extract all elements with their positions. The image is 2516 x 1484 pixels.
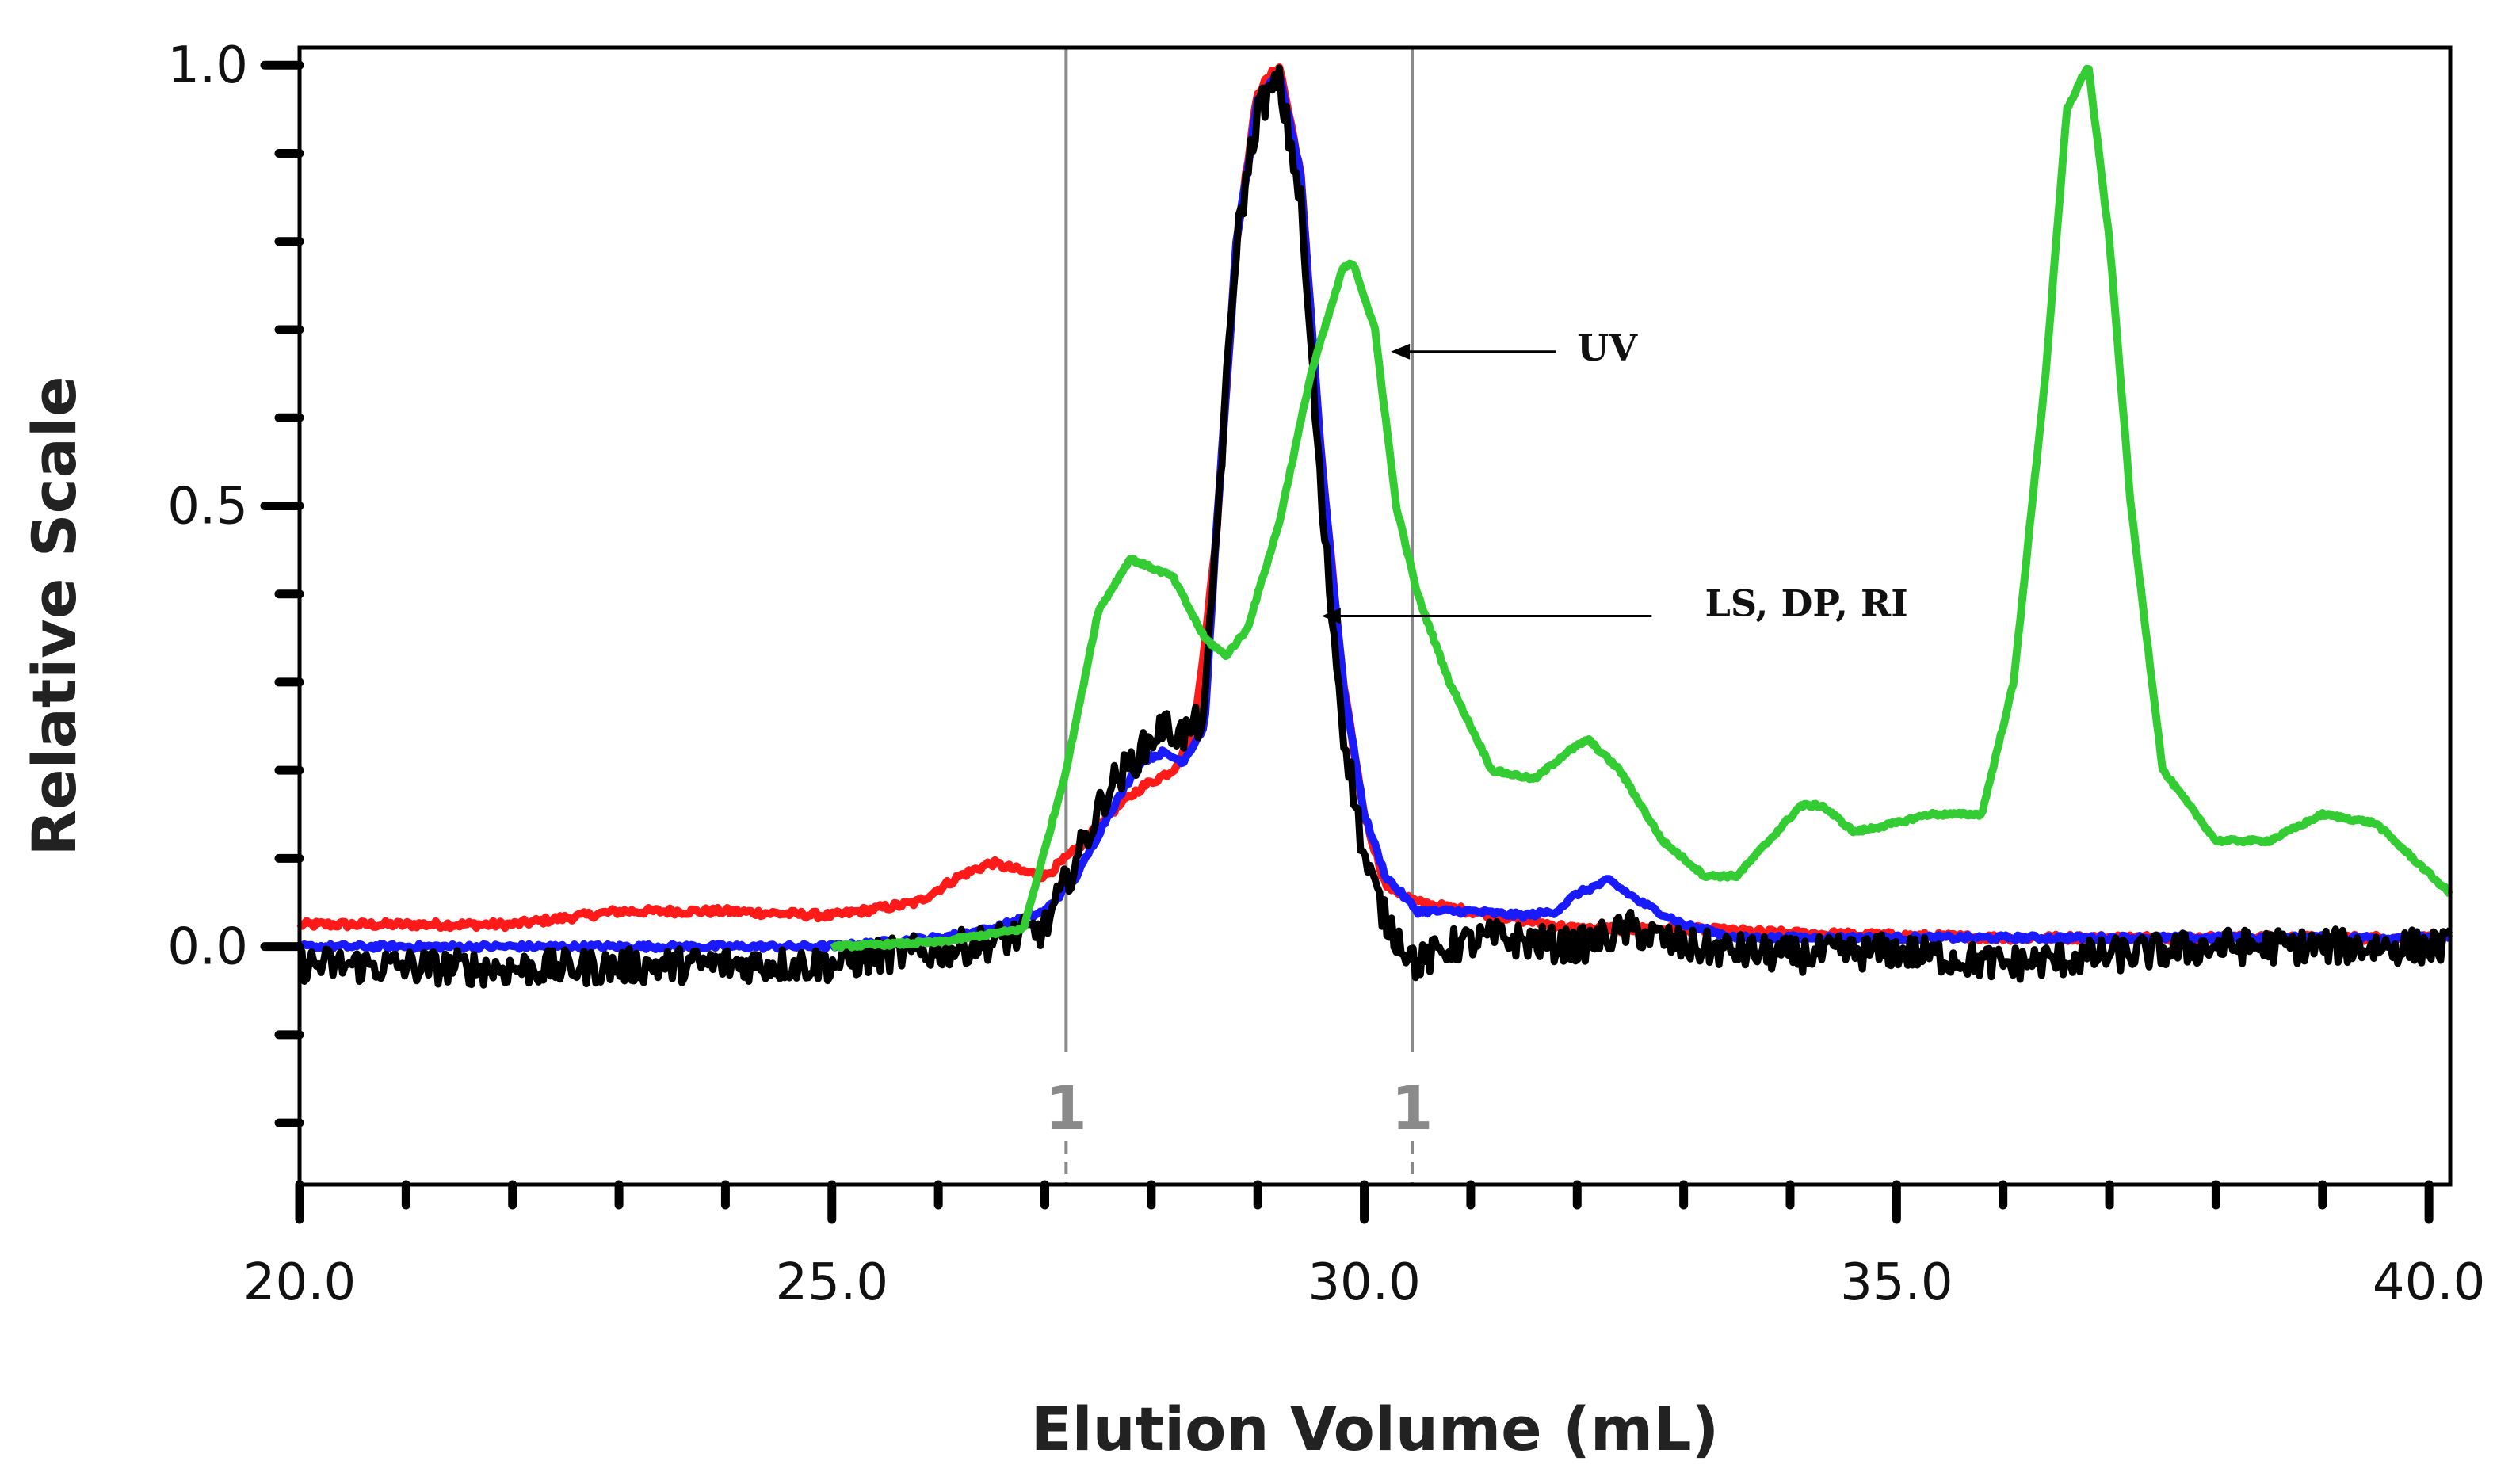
x-axis-title: Elution Volume (mL) <box>1031 1394 1720 1464</box>
series-line-uv <box>830 64 2454 952</box>
annotation-arrow-head <box>1391 343 1411 360</box>
annotation-label: LS, DP, RI <box>1705 582 1908 625</box>
marker-label: 1 <box>1392 1073 1434 1143</box>
x-tick-label: 25.0 <box>776 1253 889 1312</box>
x-tick-label: 30.0 <box>1308 1253 1421 1312</box>
annotation-layer: UV LS, DP, RI <box>1321 326 1908 625</box>
annotation-arrow-head <box>1321 608 1341 624</box>
y-axis: 0.0 0.5 1.0 <box>167 36 304 1127</box>
series-line-dp <box>296 64 2453 989</box>
series-layer <box>296 63 2454 989</box>
y-tick-label: 0.0 <box>167 918 248 977</box>
series-line-ri <box>296 70 2453 953</box>
marker-label: 1 <box>1045 1073 1087 1143</box>
y-axis-title: Relative Scale <box>19 376 90 856</box>
annotation-label: UV <box>1577 326 1638 369</box>
plot-frame <box>297 45 2453 1187</box>
x-tick-label: 35.0 <box>1840 1253 1953 1312</box>
y-tick-label: 1.0 <box>167 36 248 95</box>
x-tick-label: 40.0 <box>2373 1253 2486 1312</box>
x-tick-label: 20.0 <box>243 1253 357 1312</box>
y-tick-label: 0.5 <box>167 477 248 536</box>
x-axis: 20.0 25.0 30.0 35.0 40.0 <box>243 1180 2486 1312</box>
